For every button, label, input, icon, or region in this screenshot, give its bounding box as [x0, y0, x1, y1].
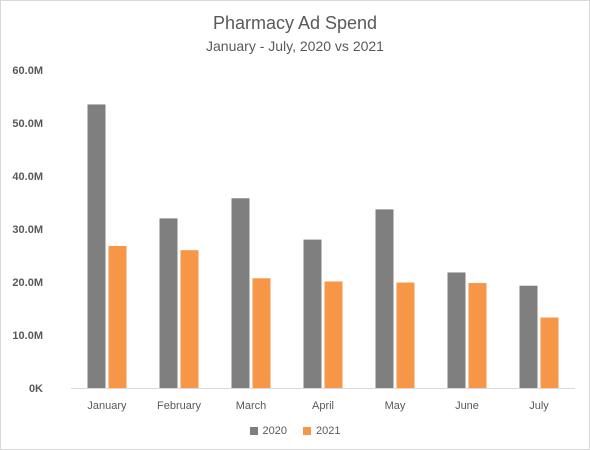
y-tick-label: 20.0M	[12, 277, 43, 289]
y-tick-label: 60.0M	[12, 65, 43, 77]
bar-2020-may	[375, 209, 394, 388]
x-tick-label: February	[157, 400, 202, 412]
y-tick-label: 30.0M	[12, 224, 43, 236]
legend-label-2021: 2021	[316, 425, 341, 437]
legend-label-2020: 2020	[262, 425, 287, 437]
chart-title: Pharmacy Ad Spend	[212, 13, 378, 33]
bar-2021-june	[468, 283, 487, 388]
x-tick-label: May	[385, 400, 406, 412]
x-tick-label: July	[529, 400, 549, 412]
bar-2020-april	[303, 239, 322, 388]
bar-2020-february	[159, 218, 178, 388]
y-tick-label: 10.0M	[12, 330, 43, 342]
x-tick-label: January	[87, 400, 127, 412]
x-tick-label: March	[236, 400, 267, 412]
legend-swatch-2020	[249, 427, 258, 435]
legend-item-2020: 2020	[249, 425, 287, 437]
y-tick-label: 40.0M	[12, 171, 43, 183]
x-tick-label: June	[455, 400, 479, 412]
y-tick-label: 0K	[29, 383, 43, 395]
bar-2021-march	[252, 278, 271, 388]
x-tick-label: April	[312, 400, 334, 412]
bar-2020-july	[519, 285, 538, 388]
bar-2021-april	[324, 281, 343, 388]
bar-2020-january	[87, 104, 106, 388]
bar-2021-may	[396, 282, 415, 388]
bar-2020-june	[447, 272, 466, 388]
bar-2021-july	[540, 317, 559, 388]
chart-subtitle: January - July, 2020 vs 2021	[206, 38, 384, 54]
chart-legend: 2020 2021	[1, 425, 589, 437]
legend-item-2021: 2021	[303, 425, 340, 437]
bar-2021-february	[180, 250, 199, 388]
y-tick-label: 50.0M	[12, 118, 43, 130]
bar-2020-march	[231, 198, 250, 388]
legend-swatch-2021	[303, 427, 311, 435]
bar-2021-january	[108, 245, 127, 388]
